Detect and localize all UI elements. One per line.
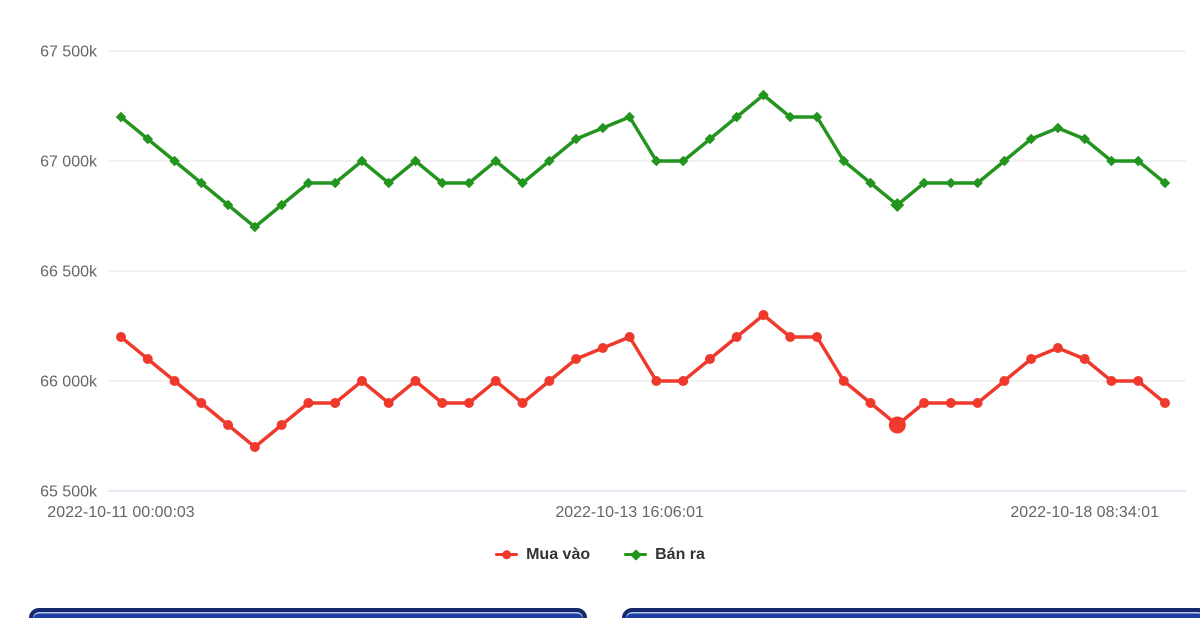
grid-lines	[108, 50, 1186, 492]
svg-text:65 500k: 65 500k	[40, 484, 98, 501]
legend-label-ban-ra: Bán ra	[655, 546, 705, 563]
chart-legend: Mua vào Bán ra	[0, 546, 1200, 563]
series-mua-vao[interactable]	[116, 310, 1170, 452]
svg-text:2022-10-11 00:00:03: 2022-10-11 00:00:03	[47, 504, 194, 521]
bottom-card-left[interactable]	[29, 608, 587, 618]
bottom-card-right[interactable]	[622, 608, 1200, 618]
svg-text:67 500k: 67 500k	[40, 44, 98, 61]
series-ban-ra[interactable]	[115, 89, 1171, 233]
y-axis-labels: 67 500k 67 000k 66 500k 66 000k 65 500k	[40, 44, 98, 501]
svg-text:2022-10-13 16:06:01: 2022-10-13 16:06:01	[555, 504, 704, 521]
buy-series-marker-icon	[495, 548, 519, 561]
sell-series-marker-icon	[624, 548, 648, 561]
svg-text:2022-10-18 08:34:01: 2022-10-18 08:34:01	[1010, 504, 1159, 521]
svg-text:66 500k: 66 500k	[40, 264, 98, 281]
price-chart: 67 500k 67 000k 66 500k 66 000k 65 500k 2022-…	[40, 44, 1186, 521]
legend-item-ban-ra[interactable]: Bán ra	[624, 546, 705, 563]
svg-text:67 000k: 67 000k	[40, 154, 98, 171]
svg-text:66 000k: 66 000k	[40, 374, 98, 391]
x-axis-labels: 2022-10-11 00:00:03 2022-10-13 16:06:01 20…	[47, 504, 1159, 521]
legend-item-mua-vao[interactable]: Mua vào	[495, 546, 590, 563]
price-line-chart-svg: 67 500k 67 000k 66 500k 66 000k 65 500k 2022-…	[40, 44, 1186, 521]
legend-label-mua-vao: Mua vào	[526, 546, 591, 563]
